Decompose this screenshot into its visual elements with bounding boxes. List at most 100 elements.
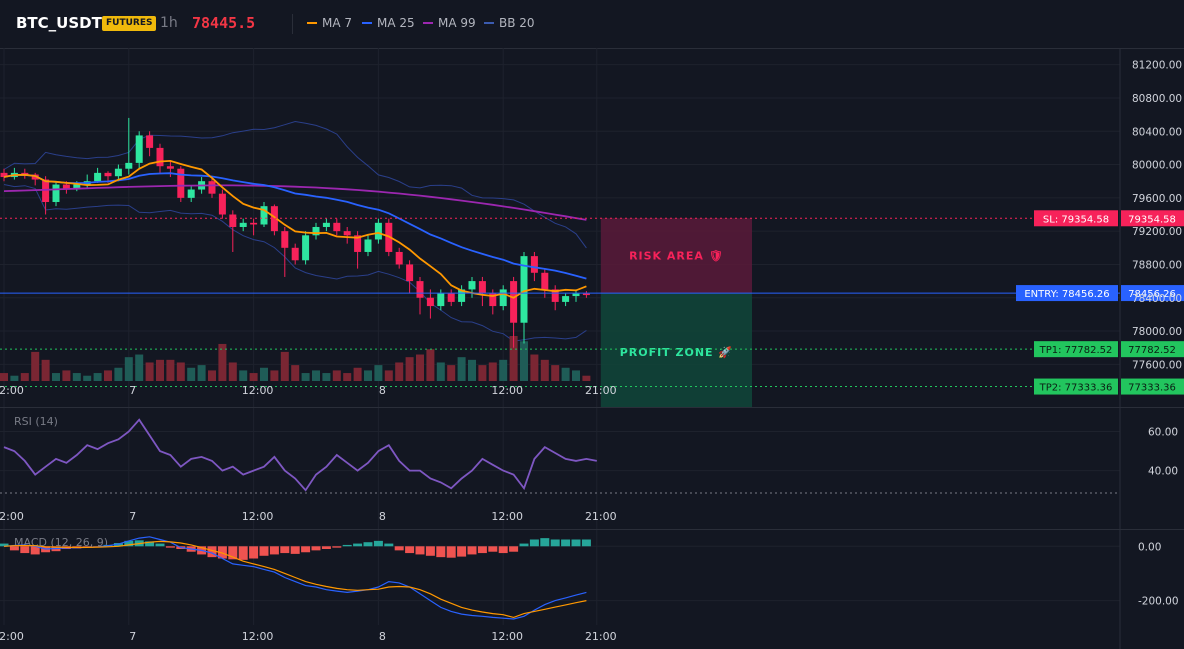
candle-body[interactable] bbox=[343, 231, 351, 236]
ma99-swatch-icon bbox=[423, 22, 433, 24]
candle-body[interactable] bbox=[468, 281, 476, 290]
candle-body[interactable] bbox=[94, 172, 102, 182]
candle-body[interactable] bbox=[229, 214, 237, 227]
risk-area-zone[interactable] bbox=[600, 218, 752, 294]
entry-price-label: 78456.26 bbox=[1128, 289, 1176, 300]
macd-pane[interactable]: MACD (12, 26, 9) bbox=[0, 536, 591, 620]
candle-body[interactable] bbox=[354, 235, 362, 252]
time-tick-label: 12:00 bbox=[491, 630, 523, 643]
candle-body[interactable] bbox=[31, 174, 39, 180]
candle-body[interactable] bbox=[478, 281, 486, 294]
candle-body[interactable] bbox=[406, 264, 414, 282]
candle-body[interactable] bbox=[218, 193, 226, 215]
candle-body[interactable] bbox=[416, 281, 424, 298]
volume-bar bbox=[291, 365, 300, 381]
candle-body[interactable] bbox=[270, 206, 278, 232]
sl-level-label: SL: 79354.58 bbox=[1043, 214, 1109, 225]
time-tick-label: 12:00 bbox=[242, 510, 274, 523]
candle-body[interactable] bbox=[582, 293, 590, 296]
candle-body[interactable] bbox=[260, 206, 268, 225]
candle-body[interactable] bbox=[42, 179, 50, 203]
candle-body[interactable] bbox=[562, 296, 570, 302]
macd-histogram-bar bbox=[301, 546, 311, 553]
candle-body[interactable] bbox=[62, 184, 70, 190]
macd-histogram-bar bbox=[373, 540, 383, 547]
candle-body[interactable] bbox=[395, 251, 403, 265]
candle-body[interactable] bbox=[177, 168, 185, 198]
candle-body[interactable] bbox=[21, 172, 29, 175]
price-pane[interactable]: RISK AREA 🛡 PROFIT ZONE 🚀 SL: 79354.58 7935… bbox=[0, 117, 1184, 407]
candle-body[interactable] bbox=[291, 247, 299, 261]
legend-label: MA 25 bbox=[377, 16, 415, 30]
tp2-price-tag bbox=[1121, 378, 1184, 395]
candle-body[interactable] bbox=[437, 293, 445, 307]
sl-price-tag bbox=[1121, 210, 1184, 227]
candle-body[interactable] bbox=[426, 297, 434, 307]
candle-body[interactable] bbox=[239, 222, 247, 227]
macd-histogram-bar bbox=[207, 546, 217, 558]
macd-histogram-bar bbox=[249, 546, 259, 559]
candle-body[interactable] bbox=[114, 168, 122, 177]
candle-body[interactable] bbox=[374, 222, 382, 240]
time-tick-label: 12:00 bbox=[491, 384, 523, 397]
candle-body[interactable] bbox=[322, 222, 330, 227]
chart-canvas[interactable]: RISK AREA 🛡 PROFIT ZONE 🚀 SL: 79354.58 7935… bbox=[0, 48, 1184, 649]
candle-body[interactable] bbox=[187, 189, 195, 198]
sl-level-tag[interactable] bbox=[1034, 210, 1118, 227]
legend-ma25[interactable]: MA 25 bbox=[362, 16, 415, 30]
candle-body[interactable] bbox=[530, 256, 538, 273]
candle-body[interactable] bbox=[520, 256, 528, 323]
tp1-price-label: 77782.52 bbox=[1128, 345, 1176, 356]
volume-bar bbox=[114, 367, 123, 381]
candle-body[interactable] bbox=[499, 289, 507, 307]
bb-upper-band bbox=[3, 120, 587, 249]
candle-body[interactable] bbox=[250, 222, 258, 225]
volume-bar bbox=[124, 357, 133, 381]
volume-bar bbox=[488, 362, 497, 381]
candle-body[interactable] bbox=[333, 222, 341, 232]
candle-body[interactable] bbox=[489, 293, 497, 307]
candle-body[interactable] bbox=[551, 289, 559, 302]
candle-body[interactable] bbox=[302, 235, 310, 261]
candle-body[interactable] bbox=[52, 184, 60, 203]
candle-body[interactable] bbox=[73, 184, 81, 190]
candle-body[interactable] bbox=[156, 147, 164, 167]
candle-body[interactable] bbox=[125, 162, 133, 169]
candle-body[interactable] bbox=[572, 293, 580, 297]
macd-histogram-bar bbox=[581, 539, 591, 547]
time-tick-label: 21:00 bbox=[585, 630, 617, 643]
price-tick-label: 79200.00 bbox=[1132, 226, 1182, 238]
time-tick-label: 7 bbox=[129, 510, 136, 523]
time-tick-label: 21:00 bbox=[585, 510, 617, 523]
candle-body[interactable] bbox=[458, 289, 466, 302]
candle-body[interactable] bbox=[364, 239, 372, 252]
symbol-name[interactable]: BTC_USDT bbox=[16, 14, 102, 32]
volume-bar bbox=[93, 373, 102, 381]
rsi-pane[interactable]: RSI (14) bbox=[0, 415, 1120, 494]
tp2-level-tag[interactable] bbox=[1034, 378, 1118, 395]
legend-bb20[interactable]: BB 20 bbox=[484, 16, 535, 30]
candle-body[interactable] bbox=[281, 231, 289, 248]
tp1-level-tag[interactable] bbox=[1034, 341, 1118, 358]
timeframe-selector[interactable]: 1h bbox=[160, 15, 178, 31]
macd-histogram-bar bbox=[405, 546, 415, 554]
entry-level-tag[interactable] bbox=[1016, 285, 1118, 302]
candle-body[interactable] bbox=[208, 181, 216, 194]
candle-body[interactable] bbox=[541, 272, 549, 290]
candle-body[interactable] bbox=[135, 135, 143, 163]
legend-label: BB 20 bbox=[499, 16, 535, 30]
candle-body[interactable] bbox=[312, 226, 320, 236]
candle-body[interactable] bbox=[166, 166, 174, 169]
candle-body[interactable] bbox=[510, 281, 518, 323]
volume-bar bbox=[72, 373, 81, 381]
legend-ma99[interactable]: MA 99 bbox=[423, 16, 476, 30]
header-divider bbox=[292, 14, 293, 34]
profit-zone[interactable] bbox=[600, 293, 752, 407]
candle-body[interactable] bbox=[0, 172, 8, 178]
candle-body[interactable] bbox=[146, 135, 154, 148]
legend-ma7[interactable]: MA 7 bbox=[307, 16, 352, 30]
macd-histogram-bar bbox=[561, 539, 571, 547]
candle-body[interactable] bbox=[104, 172, 112, 177]
candle-body[interactable] bbox=[447, 293, 455, 302]
profit-zone-label: PROFIT ZONE 🚀 bbox=[620, 346, 733, 359]
